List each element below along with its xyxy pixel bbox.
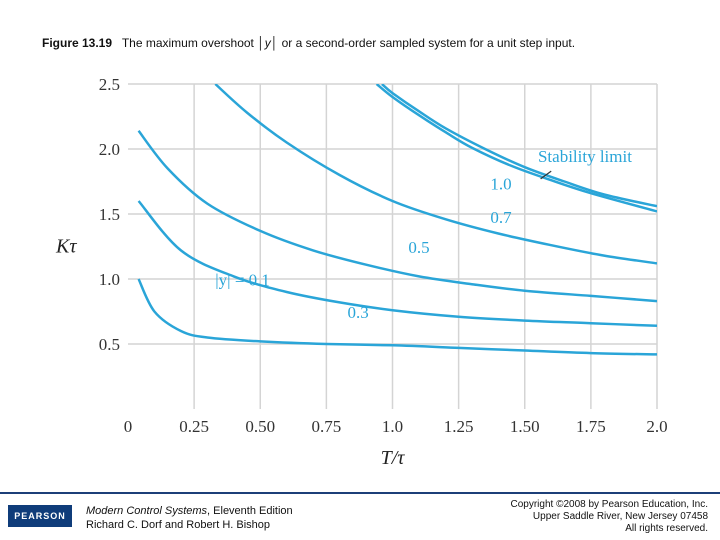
caption-text-before: The maximum overshoot	[121, 36, 254, 50]
x-axis-label: T/τ	[381, 447, 406, 469]
book-title: Modern Control Systems	[86, 505, 208, 517]
x-tick-label: 0.75	[312, 417, 342, 436]
x-tick-label: 0.25	[179, 417, 209, 436]
book-edition: , Eleventh Edition	[207, 505, 293, 517]
figure-number: Figure 13.19	[42, 36, 113, 50]
x-tick-label: 0	[124, 417, 133, 436]
chart-ticks: 0 0.25 0.50 0.75 1.0 1.25 1.50 1.75 2.0 0.5 1.0 1.5…	[55, 75, 668, 469]
stability-limit-pointer	[540, 170, 552, 180]
curve-label: |y| = 0.1	[215, 271, 270, 290]
footer-divider	[0, 492, 720, 494]
curve-label: 0.3	[348, 303, 369, 322]
curve-label: 0.5	[408, 238, 429, 257]
curve-0-7	[214, 84, 657, 265]
x-tick-label: 1.0	[382, 417, 403, 436]
curve-label: Stability limit	[538, 147, 632, 166]
curve-0-3	[137, 200, 657, 328]
book-credit: Modern Control Systems, Eleventh Edition…	[86, 504, 293, 532]
curve-y-0-1	[137, 278, 657, 356]
curve-label: 1.0	[490, 174, 511, 193]
x-tick-label: 1.50	[510, 417, 540, 436]
figure-caption: Figure 13.19 The maximum overshoot │y│ o…	[42, 36, 576, 50]
pearson-logo: PEARSON	[8, 505, 72, 527]
curve-label: 0.7	[490, 208, 512, 227]
copyright-line-1: Copyright ©2008 by Pearson Education, In…	[510, 499, 709, 510]
y-tick-label: 1.5	[99, 205, 120, 224]
chart-labels: |y| = 0.1 0.3 0.5 0.7 1.0 Stability limit	[215, 147, 632, 322]
caption-variable: y	[264, 36, 271, 50]
copyright-line-2: Upper Saddle River, New Jersey 07458	[532, 511, 708, 522]
book-authors: Richard C. Dorf and Robert H. Bishop	[86, 519, 271, 531]
x-tick-label: 1.25	[444, 417, 474, 436]
copyright-line-3: All rights reserved.	[625, 523, 708, 534]
y-axis-label: Kτ	[55, 236, 77, 258]
curve-1-0	[375, 84, 657, 213]
x-tick-label: 1.75	[576, 417, 606, 436]
x-tick-label: 0.50	[245, 417, 275, 436]
chart-curves	[137, 84, 657, 356]
curve-0-5	[137, 130, 657, 303]
overshoot-chart: 0 0.25 0.50 0.75 1.0 1.25 1.50 1.75 2.0 0.5 1.0 1.5…	[55, 75, 668, 469]
caption-text-after: or a second-order sampled system for a u…	[281, 36, 576, 50]
y-tick-label: 2.5	[99, 75, 120, 94]
chart-grid	[128, 83, 658, 409]
curve-stability-limit	[381, 84, 657, 208]
x-tick-label: 2.0	[646, 417, 667, 436]
copyright: Copyright ©2008 by Pearson Education, In…	[511, 499, 709, 535]
y-tick-label: 2.0	[99, 140, 120, 159]
y-tick-label: 0.5	[99, 335, 120, 354]
y-tick-label: 1.0	[99, 270, 120, 289]
